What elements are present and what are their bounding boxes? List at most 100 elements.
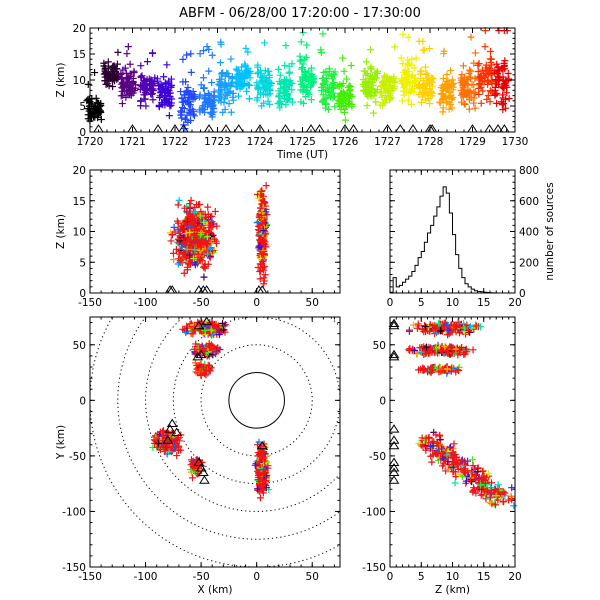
histogram-x-tick-label: 0: [387, 297, 394, 309]
time-height-source-point: [497, 98, 505, 106]
time-height-source-point: [437, 90, 445, 98]
time-height-source-point: [366, 86, 374, 94]
z-y-source-point: [460, 319, 468, 327]
time-height-source-point: [461, 100, 469, 108]
plan-view-x-tick-label: -150: [78, 571, 102, 583]
time-height-source-point: [324, 71, 332, 79]
time-height-source-point: [416, 84, 424, 92]
z-y-source-point: [461, 464, 469, 472]
x-height-source-point: [186, 203, 194, 211]
time-height-source-point: [307, 96, 315, 104]
time-height-source-point: [373, 74, 381, 82]
z-y-source-point: [508, 484, 516, 492]
time-height-source-point: [87, 113, 95, 121]
time-height-source-point: [426, 85, 434, 93]
x-height-source-point: [203, 240, 211, 248]
time-height-source-point: [202, 100, 210, 108]
time-height-source-point: [405, 77, 413, 85]
x-height-source-point: [206, 245, 214, 253]
plan-view-source-point: [173, 452, 181, 460]
time-height-source-point: [334, 99, 342, 107]
time-height-source-point: [412, 54, 420, 62]
z-y-source-point: [491, 486, 499, 494]
z-y-source-point: [481, 479, 489, 487]
plan-view-source-point: [150, 436, 158, 444]
x-height-source-point: [256, 260, 264, 268]
z-y-source-point: [428, 458, 436, 466]
time-height-source-point: [491, 86, 499, 94]
time-height-source-point: [299, 29, 307, 37]
x-height-source-point: [253, 219, 261, 227]
time-height-source-point: [443, 71, 451, 79]
histogram-y-tick-label: 0: [519, 288, 526, 300]
time-height-source-point: [301, 73, 309, 81]
z-y-source-point: [469, 462, 477, 470]
time-height-source-point: [494, 69, 502, 77]
time-height-source-point: [208, 51, 216, 59]
time-height-source-point: [224, 88, 232, 96]
time-height-source-point: [281, 61, 289, 69]
time-height-source-point: [89, 108, 97, 116]
x-height-source-point: [192, 218, 200, 226]
time-height-source-point: [83, 97, 91, 105]
x-height-source-point: [259, 250, 267, 258]
time-height-source-point: [144, 86, 152, 94]
x-height-source-point: [180, 249, 188, 257]
time-height-source-point: [499, 91, 507, 99]
time-height-x-tick-label: 1723: [204, 136, 231, 148]
time-height-source-point: [146, 77, 154, 85]
range-ring: [228, 372, 285, 429]
time-height-source-point: [243, 87, 251, 95]
time-height-source-point: [124, 43, 132, 51]
time-height-source-point: [487, 87, 495, 95]
time-height-source-point: [206, 96, 214, 104]
time-height-source-point: [326, 67, 334, 75]
time-height-ylabel: Z (km): [55, 62, 67, 97]
x-height-source-point: [170, 223, 178, 231]
time-height-source-point: [286, 68, 294, 76]
plan-view-source-point: [219, 326, 227, 334]
time-height-source-point: [261, 67, 269, 75]
time-height-source-point: [397, 54, 405, 62]
time-height-source-point: [501, 61, 509, 69]
time-height-source-point: [183, 51, 191, 59]
time-height-source-point: [161, 92, 169, 100]
time-height-source-point: [205, 67, 213, 75]
time-height-x-tick-label: 1724: [247, 136, 274, 148]
time-height-source-point: [288, 98, 296, 106]
plan-view-source-point: [197, 371, 205, 379]
time-height-source-point: [278, 100, 286, 108]
time-height-source-point: [403, 79, 411, 87]
time-height-source-point: [503, 83, 511, 91]
plan-view-station-marker: [166, 418, 178, 428]
time-height-source-point: [449, 93, 457, 101]
x-height-source-point: [166, 229, 174, 237]
z-y-source-point: [432, 431, 440, 439]
z-y-source-point: [482, 487, 490, 495]
z-y-station-marker: [388, 424, 400, 433]
time-height-source-point: [421, 63, 429, 71]
time-height-y-tick-label: 10: [73, 75, 86, 87]
time-height-source-point: [242, 44, 250, 52]
time-height-source-point: [504, 69, 512, 77]
x-height-source-point: [180, 269, 188, 277]
z-y-source-point: [424, 368, 432, 376]
time-height-source-point: [84, 80, 92, 88]
time-height-source-point: [436, 98, 444, 106]
x-height-source-point: [197, 212, 205, 220]
time-height-source-point: [227, 108, 235, 116]
time-height-source-point: [382, 78, 390, 86]
time-height-source-point: [419, 37, 427, 45]
time-height-x-tick-label: 1730: [502, 136, 529, 148]
time-height-source-point: [467, 33, 475, 41]
z-y-source-point: [510, 502, 518, 510]
time-height-source-point: [190, 112, 198, 120]
time-height-source-point: [163, 61, 171, 69]
time-height-source-point: [494, 63, 502, 71]
x-height-source-point: [208, 212, 216, 220]
time-height-x-tick-label: 1725: [289, 136, 316, 148]
time-height-source-point: [319, 74, 327, 82]
plan-view-source-point: [207, 326, 215, 334]
x-height-source-point: [259, 266, 267, 274]
time-height-source-point: [167, 75, 175, 83]
